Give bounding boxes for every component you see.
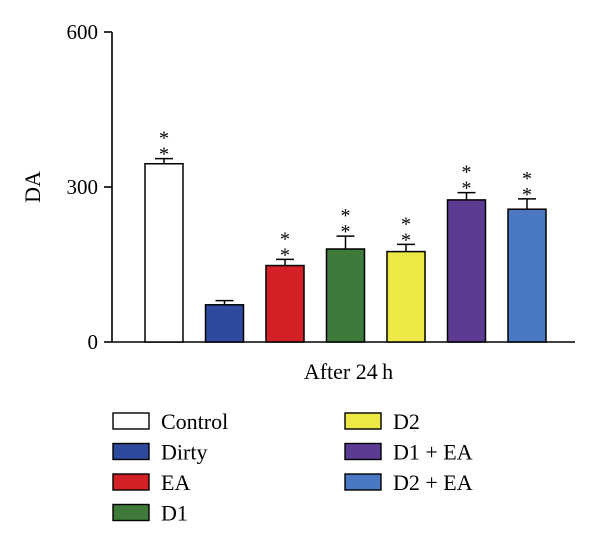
bar-ea — [265, 264, 305, 343]
legend-item: D2 — [344, 409, 420, 434]
y-axis-label: DA — [20, 171, 45, 203]
significance-star: * — [159, 128, 169, 150]
bar-control — [144, 163, 184, 343]
legend-swatch — [344, 473, 382, 491]
legend-item: D2 + EA — [344, 470, 473, 495]
significance-star: * — [462, 178, 472, 200]
x-axis-label: After 24 h — [304, 359, 393, 384]
legend-item: EA — [112, 470, 190, 495]
bars — [144, 157, 547, 343]
legend-label: D1 — [161, 501, 188, 526]
legend-swatch — [344, 412, 382, 430]
bar-dirty — [204, 304, 245, 343]
legend-label: Control — [161, 409, 228, 434]
legend-swatch — [112, 503, 150, 522]
legend-item: Control — [112, 409, 228, 434]
legend-swatch — [112, 442, 150, 461]
legend: Control Dirty EA D1 D2 D1 + EA D2 + EA — [112, 409, 473, 526]
significance-star: * — [401, 213, 411, 235]
significance-star: * — [341, 221, 351, 243]
y-tick-label: 600 — [67, 20, 99, 44]
legend-swatch — [344, 442, 382, 461]
legend-swatch — [112, 412, 150, 430]
significance-star: * — [280, 228, 290, 250]
bar-d1 — [325, 248, 366, 343]
legend-label: Dirty — [161, 440, 207, 465]
significance-star: * — [280, 244, 290, 266]
legend-label: D1 + EA — [393, 440, 473, 465]
y-tick-label: 0 — [88, 330, 99, 354]
bar-d1-ea — [446, 199, 487, 343]
y-ticks: 0 300 600 — [67, 20, 112, 354]
significance-markers: ****** **** ** — [159, 128, 532, 267]
bar-d2 — [386, 250, 426, 343]
legend-label: EA — [161, 470, 190, 495]
legend-label: D2 + EA — [393, 470, 473, 495]
significance-star: * — [522, 184, 532, 206]
significance-star: * — [159, 144, 169, 166]
significance-star: * — [341, 205, 351, 227]
legend-item: D1 — [112, 501, 188, 526]
significance-star: * — [522, 168, 532, 190]
legend-item: Dirty — [112, 440, 207, 465]
significance-star: * — [401, 229, 411, 251]
y-tick-label: 300 — [67, 175, 99, 199]
significance-star: * — [462, 162, 472, 184]
bar-d2-ea — [507, 208, 547, 343]
legend-item: D1 + EA — [344, 440, 473, 465]
legend-swatch — [112, 473, 150, 491]
legend-label: D2 — [393, 409, 420, 434]
